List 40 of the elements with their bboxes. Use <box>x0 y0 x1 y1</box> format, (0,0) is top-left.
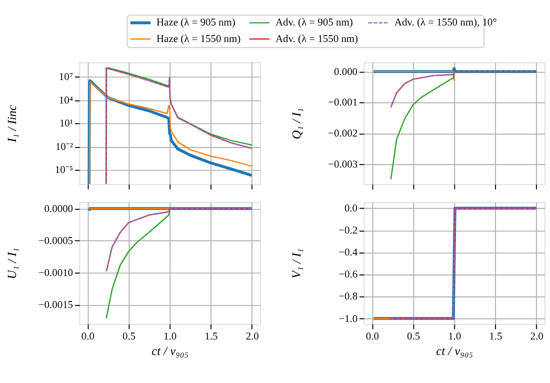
y-axis-title: I₁ / Iinc <box>4 104 19 144</box>
y-tick-label: 0.000 <box>334 66 358 78</box>
x-axis-title: ct / v₉₀₅ <box>436 344 474 358</box>
y-tick-label: −0.2 <box>338 226 358 237</box>
x-tick-label: 0.5 <box>122 332 136 343</box>
y-axis-title: U₁ / I₁ <box>4 248 19 280</box>
y-tick-label: 10⁻² <box>55 142 74 153</box>
x-tick-label: 2.0 <box>246 332 259 343</box>
y-tick-label: −0.001 <box>328 98 358 109</box>
y-tick-label: 0.0 <box>344 204 358 215</box>
x-tick-label: 2.0 <box>530 332 544 343</box>
y-axis-title: V₁ / I₁ <box>289 248 304 278</box>
y-tick-label: −0.002 <box>328 128 358 140</box>
y-tick-label: 0.0000 <box>44 204 74 215</box>
x-tick-label: 1.0 <box>164 332 177 343</box>
x-tick-label: 1.0 <box>448 332 462 343</box>
legend-label: Adv. (λ = 905 nm) <box>275 18 354 29</box>
x-tick-label: 1.5 <box>204 332 218 343</box>
x-axis-title: ct / v₉₀₅ <box>152 344 189 358</box>
y-tick-label: −1.0 <box>338 314 358 325</box>
y-axis-title: Q₁ / I₁ <box>289 108 304 140</box>
legend-label: Haze (λ = 905 nm) <box>156 18 236 29</box>
y-tick-label: −0.003 <box>328 159 358 170</box>
x-tick-label: 0.5 <box>406 332 420 343</box>
y-tick-label: 10⁻⁵ <box>54 165 74 176</box>
x-tick-label: 0.0 <box>366 332 379 343</box>
y-tick-label: −0.4 <box>338 248 358 259</box>
y-tick-label: −0.8 <box>338 292 358 303</box>
x-tick-label: 1.5 <box>489 332 502 343</box>
y-tick-label: 10⁴ <box>58 95 74 106</box>
y-tick-label: −0.0010 <box>38 268 74 280</box>
legend-label: Haze (λ = 1550 nm) <box>156 34 242 45</box>
y-tick-label: −0.0015 <box>38 300 74 312</box>
y-tick-label: 10¹ <box>59 118 74 130</box>
y-tick-label: −0.6 <box>338 270 358 281</box>
y-tick-label: −0.0005 <box>38 236 74 247</box>
x-tick-label: 0.0 <box>81 332 94 343</box>
y-tick-label: 10⁷ <box>58 72 74 83</box>
legend-label: Adv. (λ = 1550 nm), 10° <box>394 18 497 29</box>
legend-label: Adv. (λ = 1550 nm) <box>275 34 359 45</box>
